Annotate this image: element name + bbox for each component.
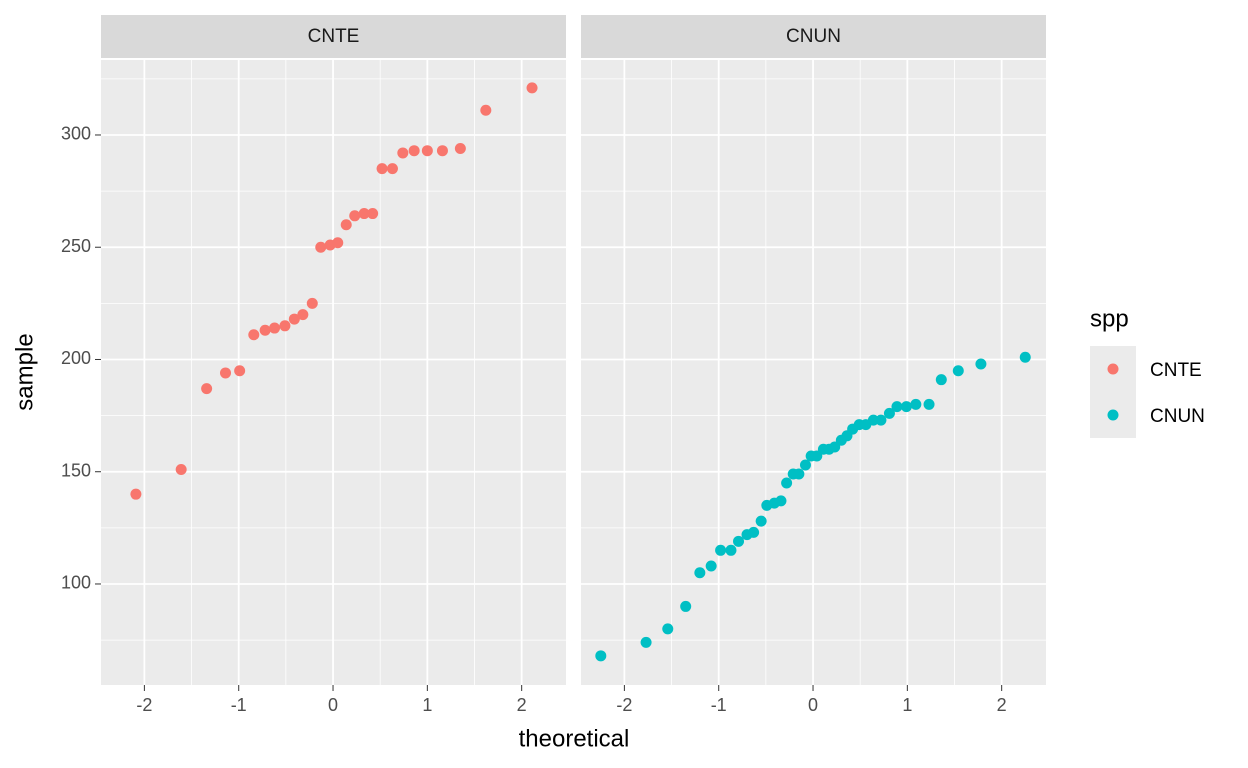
point — [376, 163, 388, 175]
point — [367, 208, 379, 220]
legend-label: CNTE — [1150, 360, 1202, 381]
y-axis-label: sample — [11, 333, 38, 410]
point — [397, 147, 409, 159]
point — [306, 297, 318, 309]
point — [595, 650, 607, 662]
point — [349, 210, 361, 222]
point — [725, 544, 737, 556]
point — [332, 237, 344, 249]
point — [883, 407, 895, 419]
y-tick-label: 150 — [61, 460, 91, 480]
point — [975, 358, 987, 370]
point — [900, 401, 912, 413]
point — [811, 450, 823, 462]
x-tick-label: -1 — [231, 695, 247, 715]
y-tick-label: 250 — [61, 236, 91, 256]
x-axis-label: theoretical — [519, 725, 630, 752]
x-tick-label: 0 — [328, 695, 338, 715]
point — [526, 82, 538, 94]
point — [680, 600, 692, 612]
point — [386, 163, 398, 175]
point — [234, 365, 246, 377]
point — [748, 526, 760, 538]
point — [910, 398, 922, 410]
strip-label: CNTE — [308, 26, 360, 47]
point — [288, 313, 300, 325]
point — [829, 441, 841, 453]
point — [705, 560, 717, 572]
point — [220, 367, 232, 379]
y-tick-label: 200 — [61, 348, 91, 368]
x-tick-label: -1 — [711, 695, 727, 715]
point — [952, 365, 964, 377]
point — [436, 145, 448, 157]
point — [421, 145, 433, 157]
x-tick-label: 0 — [808, 695, 818, 715]
point — [269, 322, 281, 334]
point — [279, 320, 291, 332]
point — [175, 463, 187, 475]
strip — [101, 15, 566, 58]
point — [793, 468, 805, 480]
point — [358, 208, 370, 220]
point — [480, 104, 492, 116]
y-tick-label: 100 — [61, 573, 91, 593]
point — [755, 515, 767, 527]
point — [775, 495, 787, 507]
point — [640, 636, 652, 648]
x-tick-label: 1 — [422, 695, 432, 715]
x-tick-label: 2 — [997, 695, 1007, 715]
point — [297, 309, 309, 321]
point — [875, 414, 887, 426]
legend-marker — [1107, 409, 1119, 421]
strip-label: CNUN — [786, 26, 841, 47]
point — [867, 414, 879, 426]
strip — [581, 15, 1046, 58]
point — [248, 329, 260, 341]
point — [891, 401, 903, 413]
point — [781, 477, 793, 489]
x-tick-label: 1 — [902, 695, 912, 715]
point — [1019, 351, 1031, 363]
point — [315, 241, 327, 253]
point — [715, 544, 727, 556]
point — [733, 535, 745, 547]
x-tick-label: -2 — [136, 695, 152, 715]
point — [340, 219, 352, 231]
point — [408, 145, 420, 157]
legend-label: CNUN — [1150, 406, 1205, 427]
point — [935, 374, 947, 386]
point — [201, 383, 213, 395]
y-tick-label: 300 — [61, 124, 91, 144]
legend-marker — [1107, 363, 1119, 375]
point — [130, 488, 142, 500]
legend-title: spp — [1090, 305, 1129, 332]
x-tick-label: 2 — [517, 695, 527, 715]
point — [694, 567, 706, 579]
point — [259, 324, 271, 336]
x-tick-label: -2 — [616, 695, 632, 715]
point — [662, 623, 674, 635]
point — [923, 398, 935, 410]
point — [799, 459, 811, 471]
point — [454, 142, 466, 154]
